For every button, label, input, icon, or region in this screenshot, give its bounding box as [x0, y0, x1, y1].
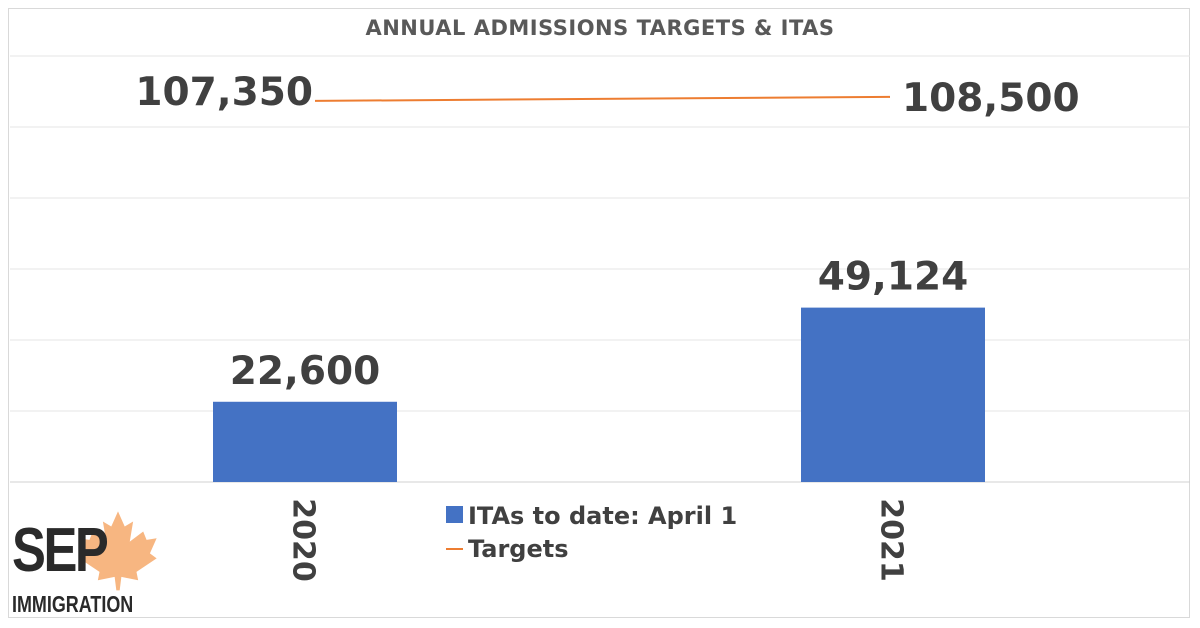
maple-leaf-icon — [79, 511, 157, 591]
bar-2020 — [213, 401, 397, 482]
logo-main-text: SEP — [12, 516, 109, 585]
x-axis-ticks: 2020 2021 — [286, 498, 909, 582]
data-labels: 22,600 49,124 107,350 108,500 — [135, 70, 1079, 394]
targets-line — [314, 95, 891, 102]
chart-frame — [8, 8, 1190, 618]
legend-label: ITAs to date: April 1 — [468, 502, 737, 530]
line-data-label: 107,350 — [135, 70, 313, 115]
sep-immigration-logo: SEP IMMIGRATION — [10, 508, 160, 620]
chart-title: ANNUAL ADMISSIONS TARGETS & ITAS — [365, 16, 834, 40]
bar-data-label: 22,600 — [230, 349, 381, 394]
logo-sub-text: IMMIGRATION — [12, 591, 134, 617]
legend: ITAs to date: April 1 Targets — [446, 502, 737, 563]
legend-swatch-bar — [446, 506, 463, 523]
legend-label: Targets — [468, 535, 569, 563]
gridlines — [10, 55, 1190, 483]
line-series — [314, 95, 891, 102]
line-data-label: 108,500 — [902, 76, 1080, 121]
x-tick-label: 2021 — [874, 498, 909, 582]
bar-2021 — [801, 307, 985, 482]
bar-series — [213, 307, 985, 482]
x-tick-label: 2020 — [286, 498, 321, 582]
bar-data-label: 49,124 — [818, 255, 969, 300]
